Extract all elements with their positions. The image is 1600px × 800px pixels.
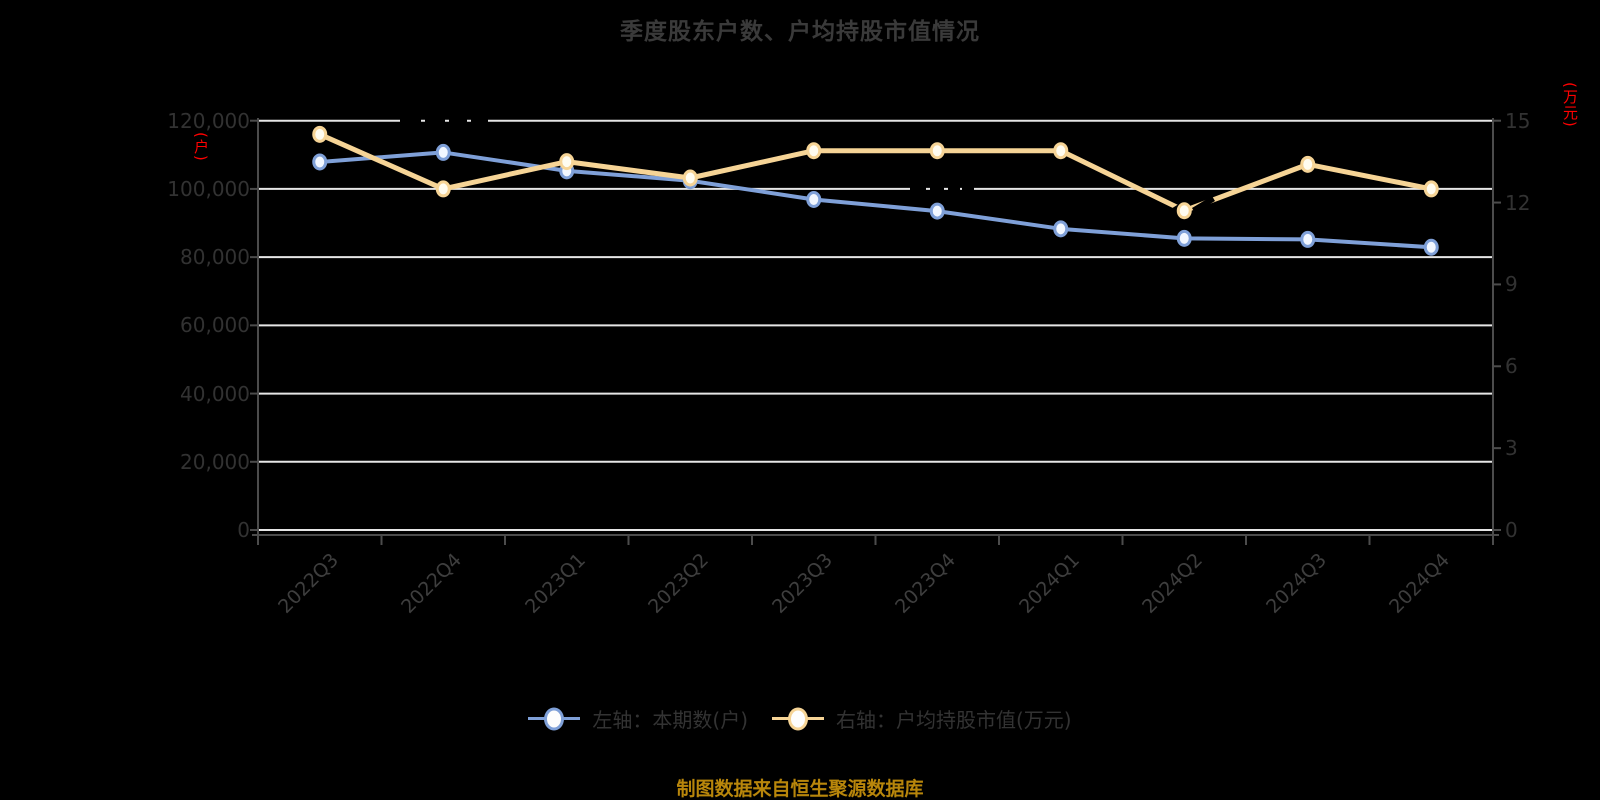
label-artifact (962, 185, 974, 191)
data-point-yellow (1053, 142, 1069, 160)
left-axis-tick: 40,000 (180, 382, 250, 406)
legend: 左轴：本期数(户) 右轴：户均持股市值(万元) (0, 704, 1600, 733)
data-point-blue (1423, 238, 1439, 256)
label-artifact (449, 115, 467, 124)
legend-item-holders[interactable]: 左轴：本期数(户) (528, 704, 748, 733)
legend-dot-blue (544, 707, 565, 730)
legend-item-market-value[interactable]: 右轴：户均持股市值(万元) (772, 704, 1072, 733)
data-point-blue (806, 190, 822, 208)
data-point-blue (1176, 229, 1192, 247)
left-axis-tick: 0 (237, 518, 250, 542)
data-point-yellow (1176, 202, 1192, 220)
label-artifact (910, 185, 926, 191)
legend-label: 左轴：本期数(户) (592, 708, 748, 732)
right-axis-tick: 12 (1505, 191, 1531, 215)
data-point-yellow (1300, 155, 1316, 173)
label-artifact (930, 185, 944, 191)
data-point-blue (1053, 220, 1069, 238)
series-line-yellow (317, 131, 1434, 214)
data-point-yellow (312, 125, 328, 143)
data-point-blue (1300, 230, 1316, 248)
data-point-yellow (929, 142, 945, 160)
right-axis-tick: 3 (1505, 436, 1518, 460)
data-source-note: 制图数据来自恒生聚源数据库 (676, 778, 924, 800)
label-artifact (425, 113, 445, 123)
label-artifact (471, 114, 488, 123)
data-point-yellow (1423, 180, 1439, 198)
data-point-blue (312, 153, 328, 171)
legend-line-marker-yellow (772, 707, 824, 730)
left-axis-tick: 80,000 (180, 245, 250, 269)
data-point-yellow (559, 153, 575, 171)
data-point-yellow (682, 169, 698, 187)
left-axis-tick: 20,000 (180, 450, 250, 474)
left-axis-unit-label: (户) (192, 132, 210, 162)
right-axis-tick: 15 (1505, 109, 1531, 133)
legend-dot-yellow (788, 707, 808, 730)
right-axis-tick: 0 (1505, 518, 1518, 542)
left-axis-tick: 100,000 (167, 177, 250, 201)
series-line-blue (317, 150, 1434, 250)
legend-line-marker-blue (528, 707, 581, 730)
right-axis-unit-label: (万元) (1561, 82, 1579, 128)
data-point-yellow (806, 142, 822, 160)
label-artifact (948, 186, 960, 191)
left-axis-tick: 60,000 (180, 313, 250, 337)
data-point-blue (929, 202, 945, 220)
legend-label: 右轴：户均持股市值(万元) (836, 708, 1072, 732)
label-artifact (400, 114, 421, 123)
left-axis-tick: 120,000 (167, 109, 250, 133)
right-axis-tick: 9 (1505, 272, 1518, 296)
data-point-blue (435, 143, 451, 161)
chart-title: 季度股东户数、户均持股市值情况 (620, 19, 980, 45)
label-artifact (1192, 196, 1215, 213)
right-axis-tick: 6 (1505, 354, 1518, 378)
data-point-yellow (435, 180, 451, 198)
